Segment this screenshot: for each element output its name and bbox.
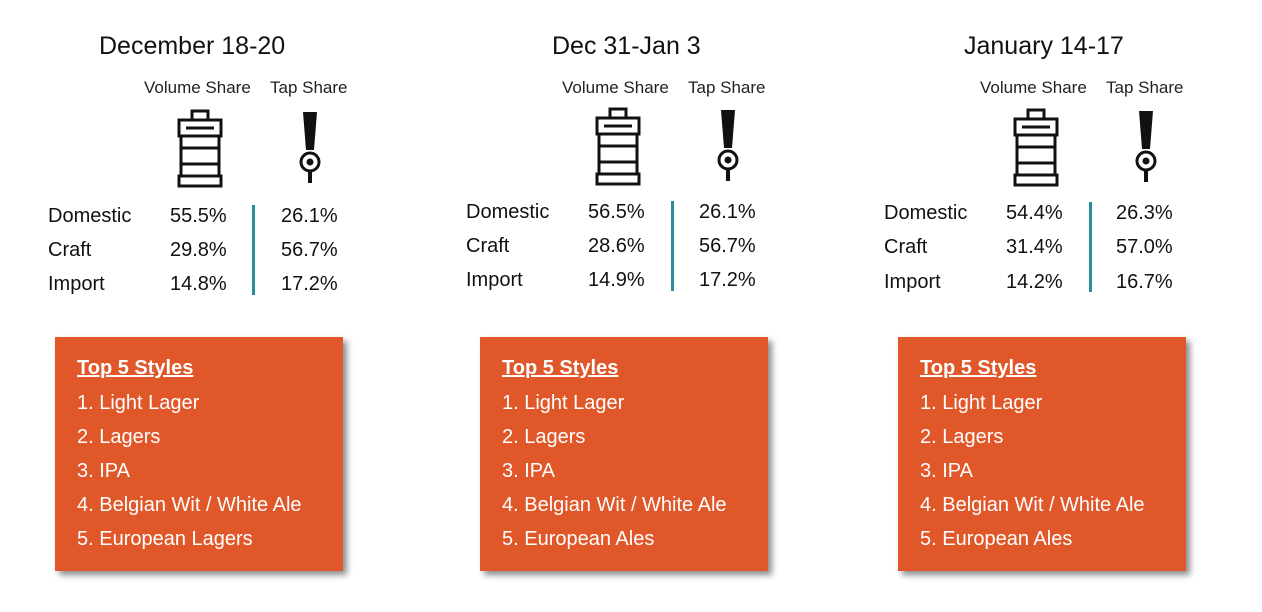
tap-share-import: 17.2% [281,273,338,295]
top-styles-box: Top 5 Styles 1. Light Lager 2. Lagers 3.… [480,337,768,571]
tap-share-import: 16.7% [1116,271,1173,293]
tap-share-craft: 57.0% [1116,236,1173,258]
style-item: 1. Light Lager [77,392,200,414]
row-label-domestic: Domestic [466,201,550,223]
tap-share-header: Tap Share [1106,78,1184,97]
keg-icon [1013,108,1059,187]
volume-share-craft: 31.4% [1006,236,1063,258]
volume-share-craft: 28.6% [588,235,645,257]
volume-share-header: Volume Share [562,78,669,97]
style-item: 4. Belgian Wit / White Ale [502,494,727,516]
top-styles-box: Top 5 Styles 1. Light Lager 2. Lagers 3.… [898,337,1186,571]
beer-tap-icon [1135,111,1157,182]
row-label-craft: Craft [466,235,510,257]
column-divider [1089,202,1092,292]
tap-share-craft: 56.7% [699,235,756,257]
period-title: January 14-17 [964,32,1124,60]
style-item: 1. Light Lager [502,392,625,414]
period-panel-jan-14-17: January 14-17 Volume Share Tap Share Dom… [836,0,1236,612]
style-item: 4. Belgian Wit / White Ale [920,494,1145,516]
style-item: 3. IPA [77,460,130,482]
volume-share-import: 14.9% [588,269,645,291]
tap-share-domestic: 26.1% [281,205,338,227]
row-label-import: Import [48,273,105,295]
period-title: December 18-20 [99,32,286,60]
volume-share-header: Volume Share [980,78,1087,97]
top-styles-title: Top 5 Styles [502,357,619,379]
column-divider [671,201,674,291]
row-label-craft: Craft [48,239,92,261]
style-item: 2. Lagers [920,426,1004,448]
tap-share-import: 17.2% [699,269,756,291]
volume-share-import: 14.8% [170,273,227,295]
volume-share-domestic: 56.5% [588,201,645,223]
tap-share-header: Tap Share [270,78,348,97]
top-styles-title: Top 5 Styles [920,357,1037,379]
style-item: 2. Lagers [77,426,161,448]
style-item: 5. European Ales [502,528,655,550]
row-label-domestic: Domestic [884,202,968,224]
row-label-domestic: Domestic [48,205,132,227]
top-styles-box: Top 5 Styles 1. Light Lager 2. Lagers 3.… [55,337,343,571]
period-title: Dec 31-Jan 3 [552,32,701,60]
style-item: 5. European Lagers [77,528,253,550]
row-label-import: Import [466,269,523,291]
period-panel-dec-18-20: December 18-20 Volume Share Tap Share Do… [0,0,400,612]
row-label-import: Import [884,271,941,293]
volume-share-import: 14.2% [1006,271,1063,293]
top-styles-title: Top 5 Styles [77,357,194,379]
tap-share-header: Tap Share [688,78,766,97]
keg-icon [595,107,641,186]
period-panel-dec-31-jan-3: Dec 31-Jan 3 Volume Share Tap Share Dome… [418,0,818,612]
volume-share-domestic: 54.4% [1006,202,1063,224]
style-item: 4. Belgian Wit / White Ale [77,494,302,516]
volume-share-header: Volume Share [144,78,251,97]
tap-share-domestic: 26.1% [699,201,756,223]
style-item: 5. European Ales [920,528,1073,550]
style-item: 3. IPA [502,460,555,482]
style-item: 3. IPA [920,460,973,482]
style-item: 2. Lagers [502,426,586,448]
column-divider [252,205,255,295]
beer-tap-icon [299,112,321,183]
tap-share-domestic: 26.3% [1116,202,1173,224]
keg-icon [177,109,223,188]
beer-tap-icon [717,110,739,181]
tap-share-craft: 56.7% [281,239,338,261]
volume-share-craft: 29.8% [170,239,227,261]
row-label-craft: Craft [884,236,928,258]
volume-share-domestic: 55.5% [170,205,227,227]
style-item: 1. Light Lager [920,392,1043,414]
